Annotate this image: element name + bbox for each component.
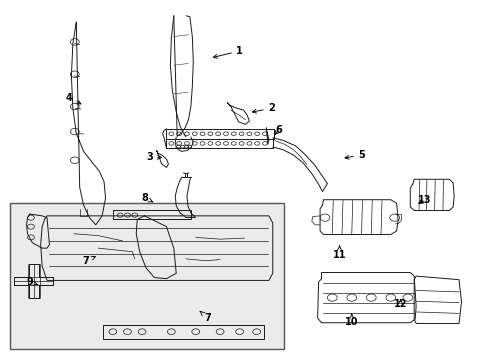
Text: 2: 2 bbox=[252, 103, 274, 113]
Text: 10: 10 bbox=[345, 314, 358, 327]
Text: 11: 11 bbox=[332, 246, 346, 260]
Text: 3: 3 bbox=[146, 152, 161, 162]
Text: 8: 8 bbox=[141, 193, 152, 203]
Bar bbox=[103, 325, 264, 338]
Text: 9: 9 bbox=[26, 277, 38, 287]
Bar bbox=[166, 129, 273, 139]
Text: 7: 7 bbox=[82, 256, 95, 266]
Text: 13: 13 bbox=[417, 195, 431, 205]
Bar bbox=[113, 211, 190, 220]
Text: 5: 5 bbox=[345, 150, 364, 160]
Text: 12: 12 bbox=[393, 299, 407, 309]
Bar bbox=[166, 139, 272, 148]
FancyBboxPatch shape bbox=[10, 203, 283, 348]
Text: 6: 6 bbox=[274, 125, 282, 135]
Text: 1: 1 bbox=[213, 46, 243, 58]
Text: 4: 4 bbox=[65, 93, 81, 104]
Text: 7: 7 bbox=[200, 311, 211, 323]
